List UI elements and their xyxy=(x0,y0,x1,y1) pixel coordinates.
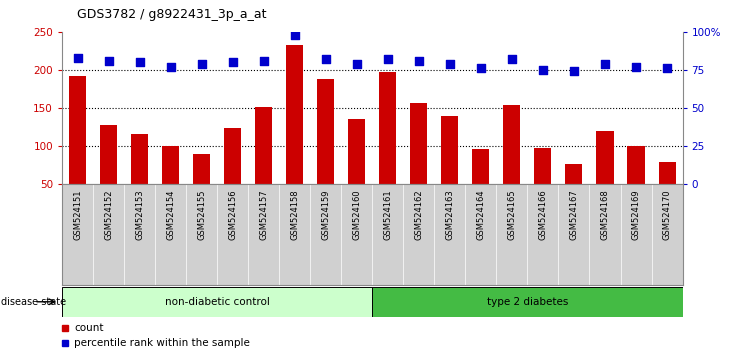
Point xyxy=(382,56,393,62)
Point xyxy=(599,61,611,67)
Bar xyxy=(472,149,489,184)
Point xyxy=(506,56,518,62)
Bar xyxy=(566,164,583,184)
Bar xyxy=(658,162,675,184)
Bar xyxy=(193,154,210,184)
Text: percentile rank within the sample: percentile rank within the sample xyxy=(74,338,250,348)
Bar xyxy=(504,105,520,184)
Text: GSM524157: GSM524157 xyxy=(259,189,268,240)
Point xyxy=(444,61,456,67)
Bar xyxy=(100,125,117,184)
Bar xyxy=(628,146,645,184)
Point xyxy=(475,65,487,71)
Text: GSM524154: GSM524154 xyxy=(166,189,175,240)
Text: GSM524160: GSM524160 xyxy=(353,189,361,240)
Text: GSM524170: GSM524170 xyxy=(663,189,672,240)
Text: GSM524166: GSM524166 xyxy=(539,189,548,240)
Bar xyxy=(380,72,396,184)
Point xyxy=(72,55,83,61)
Text: GSM524164: GSM524164 xyxy=(477,189,485,240)
Bar xyxy=(372,287,683,317)
Point xyxy=(351,61,363,67)
Point xyxy=(227,59,239,65)
Bar xyxy=(131,134,148,184)
Text: GSM524152: GSM524152 xyxy=(104,189,113,240)
Bar xyxy=(62,287,372,317)
Text: type 2 diabetes: type 2 diabetes xyxy=(487,297,568,307)
Point xyxy=(320,56,331,62)
Point xyxy=(630,64,642,70)
Point xyxy=(196,61,207,67)
Point xyxy=(258,58,269,64)
Point xyxy=(103,58,115,64)
Bar xyxy=(255,107,272,184)
Text: count: count xyxy=(74,322,104,332)
Bar xyxy=(318,79,334,184)
Text: GSM524161: GSM524161 xyxy=(383,189,392,240)
Text: GSM524153: GSM524153 xyxy=(135,189,144,240)
Point xyxy=(289,32,301,38)
Bar xyxy=(224,128,241,184)
Point xyxy=(537,67,549,73)
Bar xyxy=(348,119,365,184)
Text: non-diabetic control: non-diabetic control xyxy=(165,297,269,307)
Bar xyxy=(69,76,86,184)
Text: GSM524155: GSM524155 xyxy=(197,189,206,240)
Text: GSM524167: GSM524167 xyxy=(569,189,578,240)
Bar xyxy=(534,148,551,184)
Text: GSM524169: GSM524169 xyxy=(631,189,640,240)
Point xyxy=(413,58,425,64)
Text: GSM524156: GSM524156 xyxy=(228,189,237,240)
Point xyxy=(661,65,673,71)
Text: GDS3782 / g8922431_3p_a_at: GDS3782 / g8922431_3p_a_at xyxy=(77,8,266,21)
Bar xyxy=(410,103,427,184)
Text: GSM524168: GSM524168 xyxy=(601,189,610,240)
Point xyxy=(134,59,145,65)
Bar xyxy=(442,116,458,184)
Bar xyxy=(286,45,303,184)
Text: GSM524165: GSM524165 xyxy=(507,189,516,240)
Text: GSM524159: GSM524159 xyxy=(321,189,330,240)
Text: GSM524158: GSM524158 xyxy=(291,189,299,240)
Text: disease state: disease state xyxy=(1,297,66,307)
Text: GSM524162: GSM524162 xyxy=(415,189,423,240)
Bar xyxy=(162,146,179,184)
Bar xyxy=(596,131,613,184)
Point xyxy=(568,69,580,74)
Text: GSM524151: GSM524151 xyxy=(73,189,82,240)
Text: GSM524163: GSM524163 xyxy=(445,189,454,240)
Point xyxy=(165,64,177,70)
